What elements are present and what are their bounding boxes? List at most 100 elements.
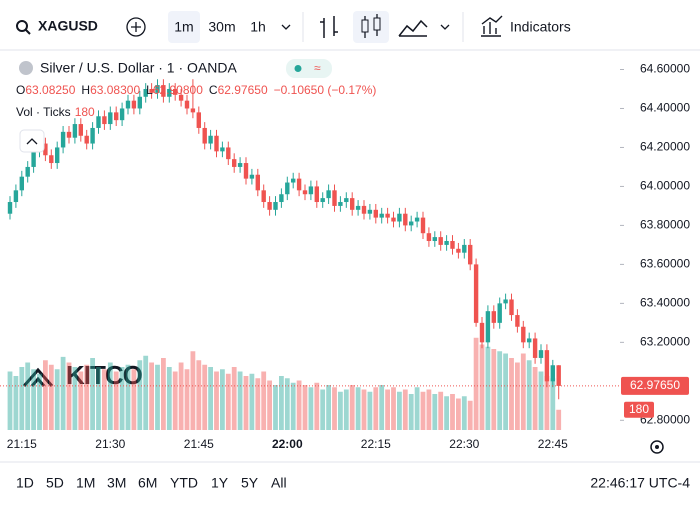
candle-body [503, 299, 508, 304]
ohlc-label: L [146, 83, 153, 97]
ohlc: O63.08250 H63.08300 L62.90800 C62.97650 −0.1… [16, 83, 376, 97]
candle-body [314, 186, 319, 203]
volume-bar [25, 362, 31, 430]
ohlc-label: H [81, 83, 90, 97]
volume-bar [214, 371, 219, 430]
indicators-icon[interactable] [481, 15, 503, 37]
clock: 22:46:17 UTC-4 [590, 475, 690, 491]
market-status [294, 65, 302, 72]
candle-body [173, 88, 178, 95]
volume-bar [249, 373, 255, 430]
volume-bar [503, 353, 508, 430]
candle-body [550, 365, 555, 382]
volume-bar [343, 389, 349, 430]
range-button[interactable]: 1M [76, 475, 95, 491]
volume-bar [90, 358, 95, 430]
volume-bar [515, 362, 520, 430]
volume-bar [532, 367, 538, 430]
candle-body [279, 194, 284, 203]
candle-body [178, 94, 184, 101]
symbol[interactable]: XAGUSD [38, 18, 98, 34]
range-button[interactable]: 1D [16, 475, 34, 491]
volume-bar [379, 385, 385, 430]
candle-body [320, 198, 325, 203]
range-button[interactable]: All [271, 475, 287, 491]
candle-body [385, 213, 390, 218]
legend-title: Silver / U.S. Dollar · 1 · OANDA [40, 60, 237, 76]
candle-body [391, 217, 396, 222]
candle-body [438, 237, 443, 245]
volume-bar [267, 380, 272, 430]
candle-body [544, 350, 550, 382]
interval[interactable]: 1h [250, 19, 266, 35]
range-button[interactable]: 5Y [241, 475, 259, 491]
candle-body [302, 190, 308, 195]
dropdown[interactable] [281, 24, 291, 30]
candle-body [19, 176, 24, 191]
volume-bar [373, 387, 379, 430]
candle-body [190, 108, 196, 113]
candle-body [344, 198, 349, 203]
volume-bar [332, 387, 337, 430]
volume-bar [149, 362, 154, 430]
volume-bar [84, 364, 90, 430]
volume-bar [326, 385, 331, 430]
volume-bar [402, 389, 408, 430]
range-button[interactable]: 5D [46, 475, 64, 491]
collapse-button[interactable] [19, 129, 45, 153]
candle-body [420, 217, 426, 234]
candle-body [208, 135, 213, 144]
volume-bar [355, 387, 361, 430]
candle-body [291, 178, 296, 183]
volume-bar [544, 376, 550, 430]
candle-body [444, 241, 449, 245]
interval-active [168, 11, 200, 43]
range-button[interactable]: 6M [138, 475, 157, 491]
candle-body [397, 213, 402, 222]
last-price-tag [621, 376, 689, 395]
x-tick-label: 22:00 [272, 437, 303, 451]
volume-bar [7, 371, 13, 430]
volume-bar [178, 362, 184, 430]
candle-body [137, 96, 142, 109]
last-price-label: 62.97650 [630, 378, 680, 392]
candles-icon [373, 17, 381, 31]
range-button[interactable]: 1Y [211, 475, 229, 491]
change: −0.10650 (−0.17%) [274, 83, 377, 97]
candle-body [237, 163, 243, 167]
volume-bar [314, 382, 320, 430]
candle-body [355, 205, 361, 210]
candle-body [125, 100, 131, 109]
toolbar: XAGUSD 1m 30m 1h Indicators [0, 11, 700, 51]
range-button[interactable]: 3M [107, 475, 126, 491]
candle-body [515, 315, 520, 327]
volume-bar [497, 351, 503, 430]
candle-body [25, 166, 30, 177]
candle-body [509, 299, 514, 316]
search-icon[interactable] [16, 20, 28, 32]
ohlc-value: 62.90800 [153, 83, 203, 97]
volume-bar [172, 371, 178, 430]
indicators[interactable]: Indicators [510, 19, 571, 35]
add-symbol[interactable] [126, 17, 146, 37]
candle-body [196, 112, 201, 128]
volume-bar [184, 369, 190, 430]
volume-bar [479, 344, 485, 430]
volume-bar [456, 398, 461, 430]
volume-bar [391, 387, 396, 430]
area-icon[interactable] [398, 19, 428, 37]
interval[interactable]: 30m [208, 19, 235, 35]
y-tick-label: 64.60000 [640, 62, 690, 76]
range-button[interactable]: YTD [170, 475, 198, 491]
volume-legend: Vol · Ticks 180 [16, 105, 95, 119]
interval[interactable]: 1m [174, 19, 193, 35]
volume-bar [432, 394, 438, 430]
bars-icon[interactable] [320, 16, 338, 38]
settings-icon[interactable] [650, 440, 664, 454]
dropdown[interactable] [440, 24, 450, 30]
volume-title: Vol · Ticks [16, 105, 71, 119]
volume-bar [137, 360, 143, 430]
volume-bar [107, 362, 113, 430]
volume-bar [131, 369, 137, 430]
